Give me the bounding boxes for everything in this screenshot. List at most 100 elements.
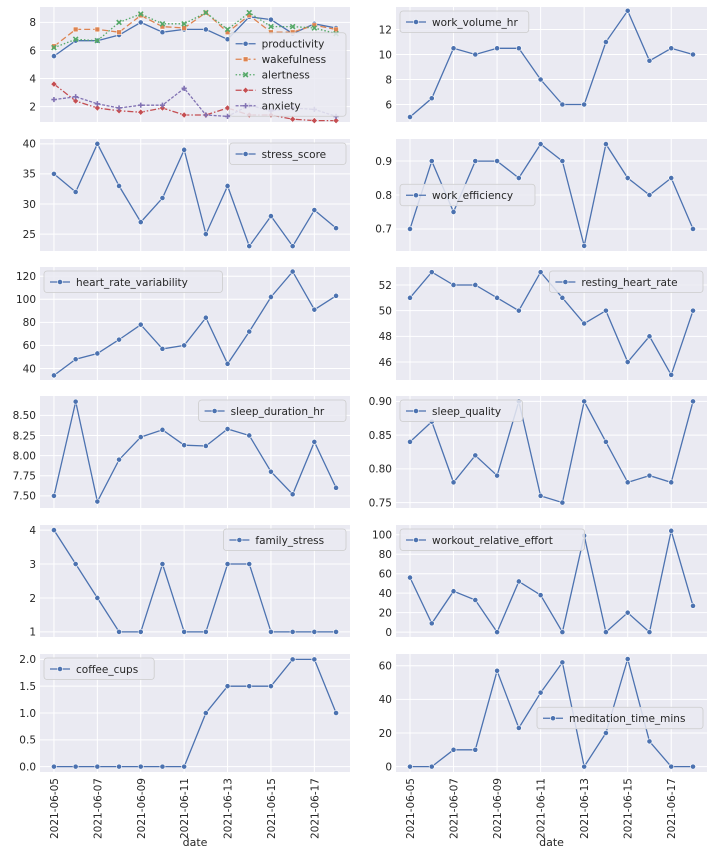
data-point	[603, 141, 609, 147]
data-point	[137, 11, 144, 17]
data-point	[311, 439, 318, 445]
y-tick-label: 6	[29, 45, 36, 57]
data-point	[624, 359, 631, 365]
data-point	[559, 499, 566, 506]
data-point	[137, 19, 144, 26]
data-point	[181, 342, 188, 349]
series-work_efficiency	[407, 141, 696, 249]
data-point	[246, 328, 253, 335]
legend-label-wakefulness: wakefulness	[262, 54, 327, 66]
legend-box	[229, 32, 347, 117]
subplot-work_volume_hr: 6 8 10 12 work_volume_hr	[379, 7, 707, 122]
y-tick-label: 7.75	[13, 471, 36, 483]
data-point	[93, 104, 101, 112]
data-point	[159, 426, 166, 433]
x-tick-label: 2021-06-15	[266, 778, 278, 839]
data-point	[690, 307, 696, 314]
x-tick-label: 2021-06-17	[666, 778, 678, 839]
data-point	[289, 656, 296, 663]
legend-box	[399, 528, 586, 551]
data-point	[624, 656, 631, 662]
legend-box	[222, 528, 347, 551]
data-point	[646, 629, 653, 636]
series-line	[53, 270, 337, 376]
series-coffee_cups	[51, 656, 339, 770]
data-point	[472, 597, 479, 603]
series-line	[53, 83, 337, 122]
y-tick-label: 40	[379, 588, 392, 600]
data-point	[450, 588, 457, 595]
data-point	[246, 9, 253, 16]
data-point	[159, 102, 166, 108]
data-point	[268, 683, 274, 690]
data-point	[646, 738, 653, 745]
data-point	[289, 115, 297, 123]
data-point	[51, 527, 57, 533]
data-point	[289, 23, 296, 30]
x-tick-label: 2021-06-07	[449, 778, 461, 839]
y-tick-label: 100	[372, 530, 392, 542]
subplot-work_efficiency: 0.7 0.8 0.9 work_efficiency	[375, 139, 707, 251]
data-point	[428, 95, 435, 102]
data-point	[224, 183, 231, 189]
x-tick-label: 2021-06-09	[492, 778, 504, 839]
series-stress_score	[51, 140, 339, 250]
data-point	[472, 452, 479, 459]
data-point	[202, 9, 209, 16]
data-point	[72, 189, 79, 195]
data-point	[311, 629, 318, 635]
data-point	[333, 292, 339, 299]
legend: stress_score	[229, 142, 347, 165]
data-point	[51, 171, 57, 177]
x-tick-label: 2021-06-05	[405, 778, 417, 839]
y-tick-label: 0.5	[19, 735, 36, 747]
data-point	[311, 207, 318, 213]
legend-label-productivity: productivity	[262, 39, 325, 51]
data-point	[624, 479, 631, 486]
series-heart_rate_variability	[51, 268, 339, 379]
data-point	[51, 53, 57, 59]
series-wakefulness	[51, 9, 339, 49]
y-tick-label: 6	[385, 99, 392, 111]
data-point	[537, 689, 544, 696]
data-point	[413, 192, 419, 199]
data-point	[94, 595, 101, 601]
data-point	[311, 306, 318, 313]
data-point	[333, 26, 339, 33]
y-tick-label: 1.5	[19, 681, 36, 693]
data-point	[224, 561, 231, 567]
legend-box	[399, 399, 523, 422]
data-point	[73, 26, 79, 33]
data-point	[646, 472, 653, 479]
data-point	[72, 398, 79, 405]
data-point	[289, 491, 296, 498]
subplot-productivity-wakefulness-alertness-stress-anxiety: 2 4 6 8 productivity wakefulness alertness stre…	[29, 7, 350, 124]
data-point	[57, 666, 63, 672]
data-point	[51, 44, 57, 51]
y-tick-label: 0.80	[369, 464, 392, 476]
data-point	[268, 213, 274, 219]
data-point	[203, 112, 209, 118]
data-point	[472, 158, 479, 164]
subplot-meditation_time_mins: 0 20 40 60 meditation_time_mins 2021-06-05 202…	[379, 654, 707, 849]
data-point	[246, 683, 253, 690]
legend-box	[229, 142, 347, 165]
legend-label-heart_rate_variability: heart_rate_variability	[76, 277, 188, 289]
data-point	[311, 656, 318, 663]
data-point	[559, 294, 566, 301]
data-point	[690, 51, 696, 58]
y-tick-label: 0	[385, 627, 392, 639]
data-point	[268, 468, 274, 475]
data-point	[181, 85, 187, 91]
series-line	[53, 401, 337, 504]
data-point	[562, 279, 569, 285]
data-point	[242, 86, 249, 94]
data-point	[450, 45, 457, 52]
y-tick-label: 8.00	[13, 450, 36, 462]
data-point	[581, 763, 588, 770]
data-point	[472, 51, 479, 58]
data-point	[690, 398, 696, 405]
x-tick-label: 2021-06-11	[179, 778, 191, 839]
data-point	[515, 175, 522, 181]
data-point	[116, 183, 122, 189]
